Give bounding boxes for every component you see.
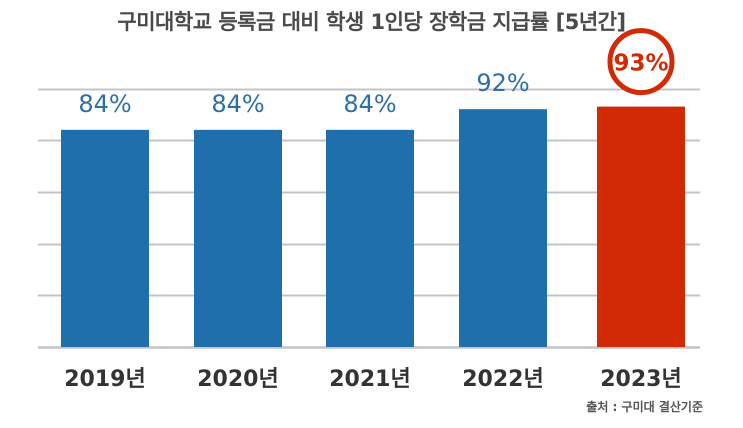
x-tick-label-2: 2021년 [329, 367, 410, 392]
x-tick-label-4: 2023년 [600, 367, 681, 392]
bar-3 [459, 109, 547, 348]
bar-0 [61, 129, 149, 347]
bar-4 [597, 106, 685, 347]
data-label-3: 92% [476, 69, 529, 97]
data-label-0: 84% [78, 90, 131, 118]
data-label-4: 93% [613, 51, 668, 77]
bar-1 [194, 129, 282, 347]
x-tick-label-1: 2020년 [197, 367, 278, 392]
bar-2 [326, 129, 414, 347]
x-tick-label-3: 2022년 [462, 367, 543, 392]
data-label-1: 84% [211, 90, 264, 118]
source-note: 출처 : 구미대 결산기준 [586, 400, 703, 414]
x-tick-label-0: 2019년 [64, 367, 145, 392]
chart-title: 구미대학교 등록금 대비 학생 1인당 장학금 지급률 [5년간] [117, 10, 626, 34]
data-label-2: 84% [343, 90, 396, 118]
highlight-circle [607, 28, 675, 96]
